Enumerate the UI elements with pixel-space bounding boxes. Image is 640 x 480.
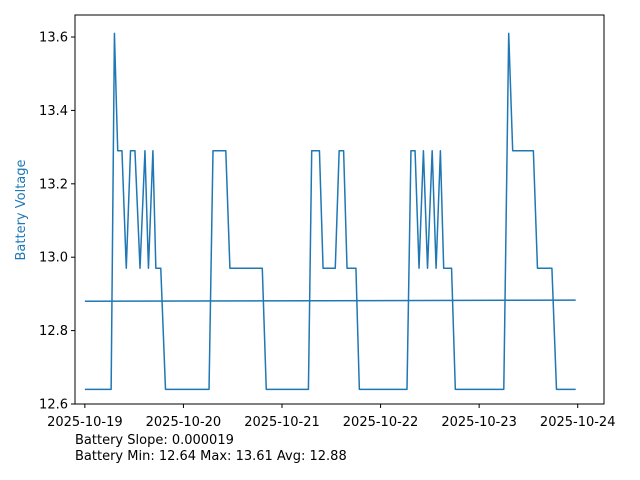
battery-trend-line [84,299,576,302]
y-tick-label: 13.0 [39,251,68,266]
y-tick-label: 13.2 [39,177,68,192]
x-tick-label: 2025-10-21 [244,415,320,430]
y-tick-label: 12.6 [39,398,68,413]
y-tick-label: 13.6 [39,31,68,46]
x-tick-label: 2025-10-19 [47,415,123,430]
x-tick-label: 2025-10-24 [540,415,616,430]
x-tick-label: 2025-10-22 [343,415,419,430]
x-tick-label: 2025-10-23 [441,415,517,430]
battery-slope-text: Battery Slope: 0.000019 [75,433,234,448]
series-layer [84,32,576,391]
y-axis-label: Battery Voltage [14,159,29,260]
battery-voltage-line [84,32,576,391]
y-tick-label: 13.4 [39,104,68,119]
x-tick-label: 2025-10-20 [146,415,222,430]
plot-frame [74,14,605,405]
y-tick-label: 12.8 [39,324,68,339]
battery-min-max-avg-text: Battery Min: 12.64 Max: 13.61 Avg: 12.88 [75,449,347,464]
ticks-layer: 12.6 12.8 13.0 13.2 13.4 13.6 2025-10-19 2025-1… [39,31,615,430]
